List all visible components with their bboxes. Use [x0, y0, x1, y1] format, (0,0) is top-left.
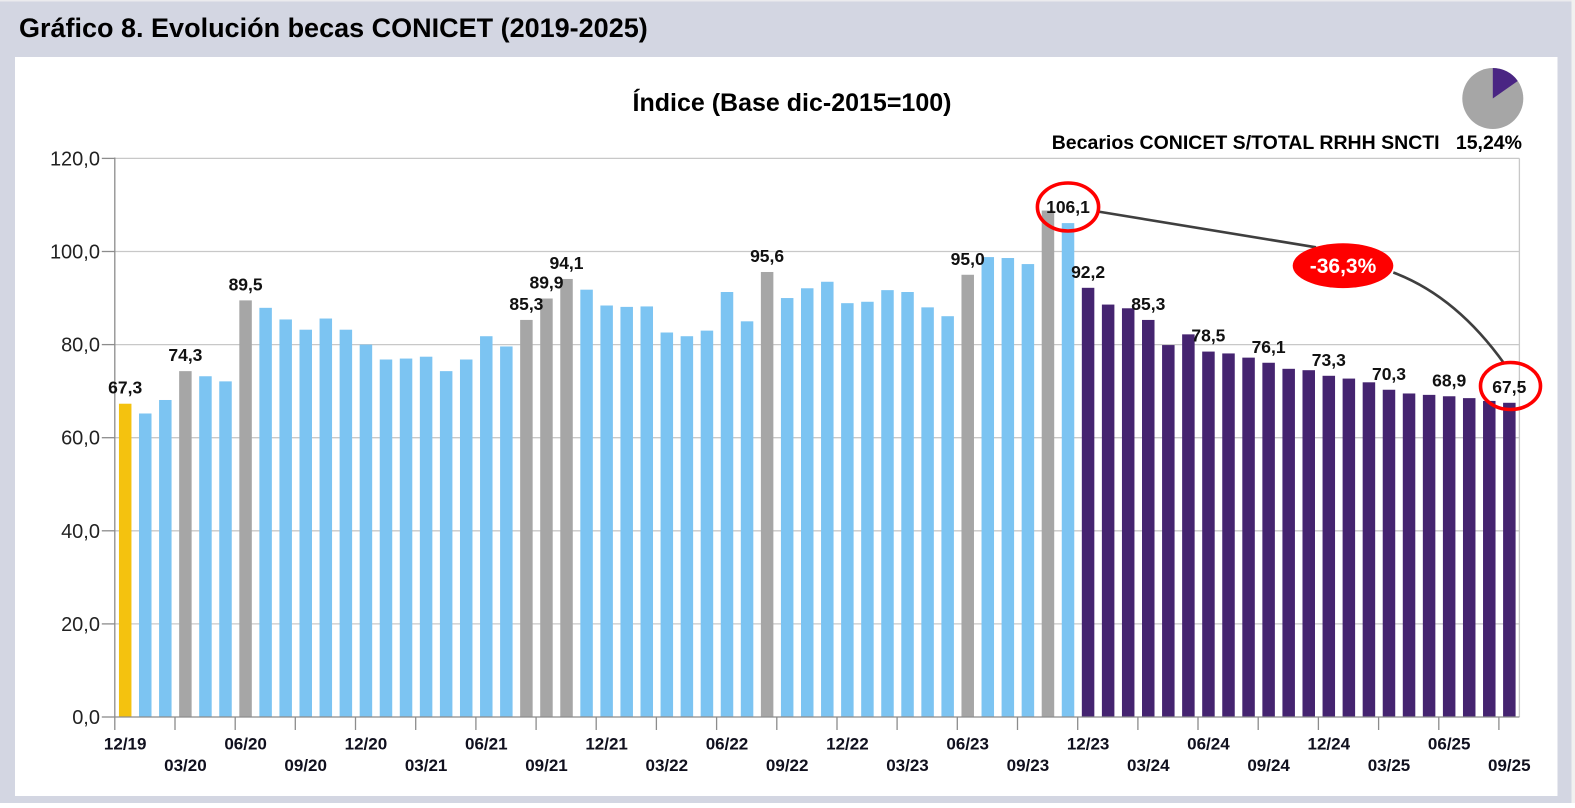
svg-text:60,0: 60,0	[61, 428, 100, 450]
svg-text:12/19: 12/19	[104, 735, 147, 754]
svg-text:Gráfico 8. Evolución becas CON: Gráfico 8. Evolución becas CONICET (2019…	[19, 13, 648, 43]
svg-text:120,0: 120,0	[50, 148, 100, 170]
svg-text:Índice (Base dic-2015=100): Índice (Base dic-2015=100)	[633, 88, 952, 117]
svg-text:74,3: 74,3	[168, 345, 202, 365]
svg-text:80,0: 80,0	[61, 335, 100, 357]
svg-text:09/22: 09/22	[766, 756, 809, 775]
svg-text:95,6: 95,6	[750, 246, 784, 266]
svg-text:06/22: 06/22	[706, 735, 749, 754]
svg-text:09/25: 09/25	[1488, 756, 1531, 775]
svg-text:89,9: 89,9	[529, 273, 563, 293]
svg-text:12/21: 12/21	[585, 735, 628, 754]
svg-text:03/23: 03/23	[886, 756, 929, 775]
svg-text:03/25: 03/25	[1368, 756, 1411, 775]
svg-text:03/21: 03/21	[405, 756, 448, 775]
svg-text:09/24: 09/24	[1247, 756, 1290, 775]
svg-text:20,0: 20,0	[61, 614, 100, 636]
svg-text:Becarios CONICET S/TOTAL RRHH: Becarios CONICET S/TOTAL RRHH SNCTI 15,2…	[1052, 132, 1522, 154]
svg-text:76,1: 76,1	[1252, 337, 1286, 357]
svg-text:09/21: 09/21	[525, 756, 568, 775]
svg-text:68,9: 68,9	[1432, 370, 1466, 390]
svg-text:09/20: 09/20	[284, 756, 327, 775]
svg-text:70,3: 70,3	[1372, 364, 1406, 384]
svg-text:06/23: 06/23	[946, 735, 989, 754]
svg-text:12/23: 12/23	[1067, 735, 1110, 754]
svg-text:06/25: 06/25	[1428, 735, 1471, 754]
svg-text:85,3: 85,3	[509, 294, 543, 314]
svg-text:09/23: 09/23	[1007, 756, 1050, 775]
svg-text:12/24: 12/24	[1308, 735, 1351, 754]
svg-text:0,0: 0,0	[72, 707, 100, 729]
svg-text:78,5: 78,5	[1191, 326, 1225, 346]
svg-text:95,0: 95,0	[951, 249, 985, 269]
svg-text:03/20: 03/20	[164, 756, 207, 775]
svg-text:67,5: 67,5	[1492, 377, 1526, 397]
svg-text:89,5: 89,5	[229, 274, 263, 294]
svg-text:12/20: 12/20	[345, 735, 388, 754]
svg-text:94,1: 94,1	[549, 253, 583, 273]
svg-text:03/22: 03/22	[646, 756, 689, 775]
svg-text:40,0: 40,0	[61, 521, 100, 543]
svg-text:106,1: 106,1	[1046, 197, 1090, 217]
svg-text:06/20: 06/20	[224, 735, 267, 754]
svg-text:06/24: 06/24	[1187, 735, 1230, 754]
svg-text:100,0: 100,0	[50, 242, 100, 264]
svg-text:85,3: 85,3	[1131, 294, 1165, 314]
svg-text:12/22: 12/22	[826, 735, 869, 754]
svg-text:73,3: 73,3	[1312, 350, 1346, 370]
svg-text:06/21: 06/21	[465, 735, 508, 754]
svg-text:92,2: 92,2	[1071, 262, 1105, 282]
svg-text:03/24: 03/24	[1127, 756, 1170, 775]
svg-text:-36,3%: -36,3%	[1310, 255, 1377, 278]
svg-text:67,3: 67,3	[108, 378, 142, 398]
